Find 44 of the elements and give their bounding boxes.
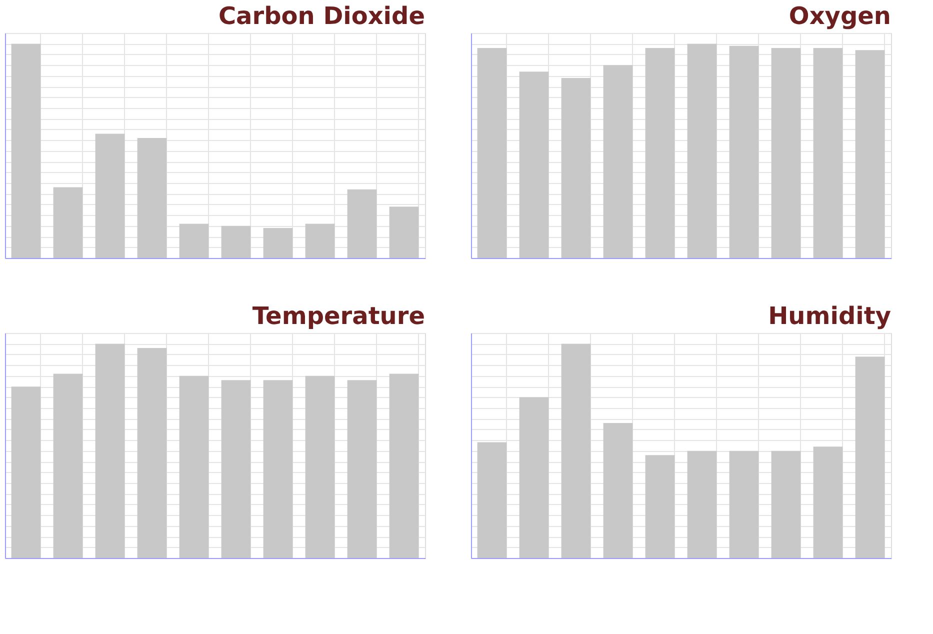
bar xyxy=(389,206,419,258)
bar xyxy=(813,446,843,558)
bar xyxy=(561,78,591,258)
bar xyxy=(305,376,335,558)
bar xyxy=(137,348,167,558)
bar xyxy=(389,374,419,558)
bar xyxy=(263,380,293,558)
bar xyxy=(645,48,675,258)
bar xyxy=(729,46,759,258)
bar xyxy=(771,48,801,258)
bar xyxy=(603,65,633,258)
bar xyxy=(687,450,717,558)
bar xyxy=(519,72,549,258)
bar xyxy=(347,189,377,258)
bar xyxy=(11,44,41,258)
bar xyxy=(263,228,293,258)
bar xyxy=(561,344,591,558)
bar xyxy=(221,380,251,558)
bar xyxy=(519,397,549,558)
bar xyxy=(477,48,507,258)
bar xyxy=(855,50,885,258)
bar xyxy=(221,226,251,258)
bar xyxy=(95,344,125,558)
bar xyxy=(645,455,675,558)
bar xyxy=(347,380,377,558)
bar xyxy=(477,442,507,558)
bar xyxy=(53,187,83,258)
chart-title: Humidity xyxy=(768,302,892,330)
bar xyxy=(603,423,633,558)
bar xyxy=(137,138,167,258)
bar xyxy=(11,386,41,558)
bar xyxy=(813,48,843,258)
chart-title: Oxygen xyxy=(788,2,891,30)
chart-title: Carbon Dioxide xyxy=(218,2,425,30)
bar xyxy=(95,134,125,258)
bar xyxy=(687,44,717,258)
bar xyxy=(53,374,83,558)
bar xyxy=(771,450,801,558)
bar xyxy=(729,450,759,558)
bar xyxy=(855,356,885,558)
bar xyxy=(305,224,335,258)
bar xyxy=(179,376,209,558)
chart-title: Temperature xyxy=(252,302,425,330)
bar xyxy=(179,224,209,258)
